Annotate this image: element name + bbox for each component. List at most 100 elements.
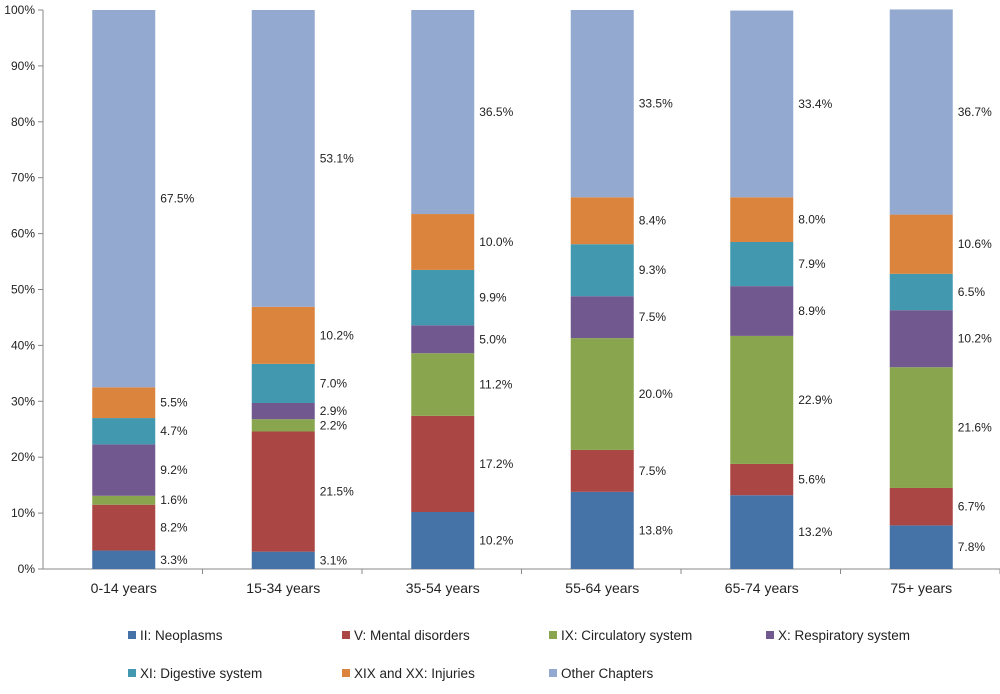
bar-segment: [92, 387, 156, 419]
x-tick-label: 75+ years: [890, 580, 952, 596]
x-tick-label: 15-34 years: [246, 580, 320, 596]
bar-segment: [889, 273, 953, 311]
y-tick-label: 60%: [11, 227, 35, 241]
data-label: 36.5%: [479, 105, 513, 119]
data-label: 7.0%: [320, 376, 348, 390]
data-label: 6.5%: [958, 285, 986, 299]
data-label: 8.9%: [798, 304, 826, 318]
data-label: 21.6%: [958, 421, 992, 435]
y-tick-label: 90%: [11, 59, 35, 73]
bar-segment: [92, 444, 156, 496]
legend-marker: [128, 631, 136, 639]
bar-segment: [730, 241, 794, 287]
data-label: 7.8%: [958, 540, 986, 554]
data-label: 5.5%: [160, 396, 188, 410]
x-tick-label: 55-64 years: [565, 580, 639, 596]
data-label: 10.6%: [958, 237, 992, 251]
bar-segment: [570, 197, 634, 245]
data-label: 13.2%: [798, 525, 832, 539]
bar-segment: [251, 551, 315, 569]
bar-segment: [251, 10, 315, 307]
data-label: 20.0%: [639, 387, 673, 401]
bar-segment: [889, 367, 953, 488]
bar-segment: [411, 214, 475, 270]
y-tick-label: 100%: [4, 3, 35, 17]
legend-label: II: Neoplasms: [140, 628, 223, 643]
data-label: 33.5%: [639, 97, 673, 111]
data-label: 9.2%: [160, 463, 188, 477]
legend-label: V: Mental disorders: [354, 628, 470, 643]
data-label: 36.7%: [958, 105, 992, 119]
legend-label: XI: Digestive system: [140, 666, 262, 681]
data-label: 10.2%: [320, 328, 354, 342]
data-label: 8.0%: [798, 213, 826, 227]
data-label: 67.5%: [160, 192, 194, 206]
legend-label: XIX and XX: Injuries: [354, 666, 475, 681]
data-label: 9.9%: [479, 291, 507, 305]
bar-segment: [251, 363, 315, 403]
legend-marker: [549, 669, 557, 677]
bar-segment: [411, 511, 475, 569]
y-tick-label: 20%: [11, 450, 35, 464]
bar-segment: [251, 306, 315, 364]
bar-segment: [92, 418, 156, 445]
bar-segment: [570, 449, 634, 492]
bar-segment: [570, 244, 634, 297]
bar-segment: [730, 10, 794, 198]
bar-segment: [889, 487, 953, 526]
y-tick-label: 40%: [11, 338, 35, 352]
bar-segment: [251, 431, 315, 552]
data-label: 10.2%: [958, 332, 992, 346]
data-label: 8.4%: [639, 214, 667, 228]
legend-marker: [342, 669, 350, 677]
bar-segment: [730, 495, 794, 569]
bar-segment: [251, 419, 315, 432]
data-label: 53.1%: [320, 151, 354, 165]
bar-segment: [570, 338, 634, 450]
bar-segment: [889, 214, 953, 274]
bar-segment: [251, 402, 315, 420]
data-label: 7.5%: [639, 310, 667, 324]
data-label: 5.6%: [798, 473, 826, 487]
bar-segment: [411, 325, 475, 354]
y-tick-label: 10%: [11, 506, 35, 520]
bar-segment: [889, 9, 953, 215]
legend-marker: [342, 631, 350, 639]
bar-segment: [889, 310, 953, 368]
bar-segment: [730, 197, 794, 242]
x-tick-label: 65-74 years: [725, 580, 799, 596]
bar-segment: [92, 495, 156, 505]
bar-segment: [570, 296, 634, 339]
data-label: 2.9%: [320, 404, 348, 418]
data-label: 4.7%: [160, 424, 188, 438]
bar-segment: [411, 10, 475, 215]
bar-segment: [570, 491, 634, 569]
bar-segment: [411, 353, 475, 416]
data-label: 3.1%: [320, 553, 348, 567]
data-label: 10.2%: [479, 533, 513, 547]
legend-marker: [549, 631, 557, 639]
bar-segment: [730, 463, 794, 496]
y-tick-label: 80%: [11, 115, 35, 129]
data-label: 9.3%: [639, 263, 667, 277]
data-label: 5.0%: [479, 332, 507, 346]
data-label: 17.2%: [479, 457, 513, 471]
data-label: 8.2%: [160, 521, 188, 535]
data-label: 7.5%: [639, 464, 667, 478]
data-label: 2.2%: [320, 418, 348, 432]
data-label: 10.0%: [479, 235, 513, 249]
legend-label: Other Chapters: [561, 666, 654, 681]
data-label: 21.5%: [320, 485, 354, 499]
bar-segment: [730, 335, 794, 464]
data-label: 22.9%: [798, 393, 832, 407]
data-label: 1.6%: [160, 493, 188, 507]
data-label: 13.8%: [639, 523, 673, 537]
data-label: 7.9%: [798, 257, 826, 271]
y-tick-label: 0%: [18, 562, 36, 576]
data-label: 6.7%: [958, 500, 986, 514]
bar-segment: [570, 10, 634, 198]
bar-segment: [92, 550, 156, 569]
bar-segment: [411, 269, 475, 326]
legend-marker: [766, 631, 774, 639]
